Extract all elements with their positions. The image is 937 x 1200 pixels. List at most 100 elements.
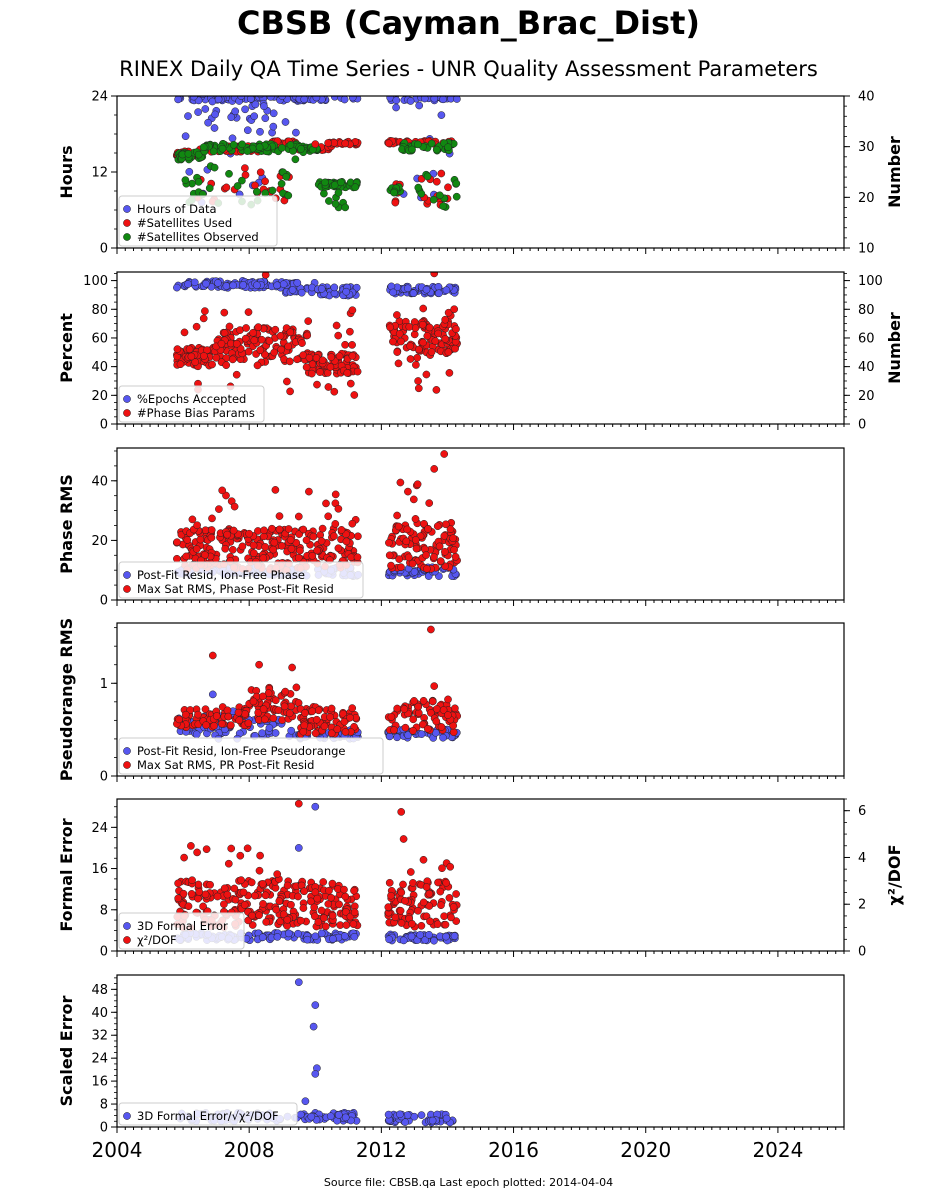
data-point (255, 911, 263, 920)
data-point (273, 933, 282, 941)
data-point (299, 727, 308, 736)
data-point (384, 139, 393, 148)
y-tick-label: 80 (91, 303, 108, 318)
data-point (391, 913, 400, 922)
y-tick-label: 48 (91, 983, 108, 998)
data-point (307, 897, 315, 906)
data-point (196, 535, 205, 544)
data-point (348, 306, 357, 315)
data-point (327, 893, 335, 902)
data-point (194, 894, 202, 903)
data-point (332, 321, 341, 330)
data-point (252, 187, 261, 196)
data-point (261, 543, 270, 551)
data-point (181, 710, 190, 719)
data-point (280, 702, 289, 711)
data-point (350, 908, 359, 917)
data-point (278, 716, 287, 724)
data-point (442, 932, 450, 941)
data-point (231, 895, 240, 904)
data-point (419, 338, 427, 347)
data-point (202, 721, 210, 729)
data-point (317, 285, 326, 293)
data-point (235, 716, 244, 725)
data-point (294, 978, 303, 987)
legend-label: 3D Formal Error/√χ²/DOF (137, 1109, 279, 1123)
data-point (291, 155, 300, 164)
data-point (194, 108, 202, 116)
data-point (396, 1110, 404, 1119)
y-axis-label: Pseudorange RMS (57, 618, 76, 781)
data-point (174, 879, 182, 888)
data-point (390, 726, 398, 734)
data-point (311, 729, 320, 738)
data-point (422, 370, 431, 379)
data-point (420, 519, 428, 528)
y-tick-label: 0 (100, 242, 108, 257)
legend-label: Post-Fit Resid, Ion-Free Pseudorange (137, 744, 345, 758)
data-point (222, 282, 231, 290)
data-point (256, 127, 264, 136)
data-point (432, 177, 441, 186)
data-point (184, 280, 192, 288)
data-point (213, 892, 222, 901)
data-point (271, 325, 280, 334)
data-point (258, 880, 267, 888)
data-point (182, 552, 191, 561)
data-point (328, 879, 337, 888)
data-point (442, 286, 451, 295)
y2-tick-label: 80 (858, 303, 875, 318)
data-point (288, 663, 296, 672)
data-point (239, 281, 248, 289)
data-point (241, 334, 250, 343)
data-point (387, 891, 395, 900)
y2-tick-label: 10 (858, 242, 875, 257)
data-point (432, 717, 441, 726)
data-point (287, 545, 296, 553)
data-point (393, 704, 402, 713)
y-axis-label: Percent (57, 313, 76, 383)
data-point (299, 525, 308, 534)
data-point (347, 553, 355, 562)
data-point (444, 711, 452, 719)
y-tick-label: 0 (100, 1121, 108, 1136)
data-point (221, 544, 230, 553)
data-point (431, 337, 440, 345)
data-point (341, 139, 350, 148)
data-point (260, 715, 269, 724)
data-point (346, 379, 355, 388)
data-point (188, 515, 197, 524)
x-tick-label: 2024 (752, 1138, 803, 1162)
data-point (302, 363, 311, 372)
data-point (427, 625, 435, 634)
legend-marker (123, 922, 131, 930)
data-point (212, 712, 221, 720)
data-point (273, 281, 281, 290)
data-point (180, 853, 188, 862)
data-point (275, 525, 284, 534)
data-point (406, 97, 415, 105)
data-point (404, 553, 413, 562)
data-point (396, 906, 405, 915)
data-point (441, 547, 449, 556)
data-point (194, 710, 202, 719)
data-point (436, 557, 445, 565)
y-tick-label: 20 (91, 534, 108, 549)
data-point (444, 695, 452, 704)
data-point (318, 356, 327, 365)
data-point (240, 901, 249, 909)
legend-label: Max Sat RMS, Phase Post-Fit Resid (137, 582, 334, 596)
data-point (439, 706, 448, 714)
data-point (309, 1022, 318, 1031)
data-point (397, 808, 406, 816)
data-point (293, 355, 301, 364)
data-point (409, 726, 417, 735)
data-point (430, 465, 439, 473)
data-point (230, 884, 239, 893)
source-footer: Source file: CBSB.qa Last epoch plotted:… (323, 1176, 614, 1189)
data-point (194, 880, 203, 889)
data-point (271, 729, 280, 737)
data-point (340, 885, 348, 894)
data-point (422, 883, 431, 891)
data-point (227, 721, 235, 730)
